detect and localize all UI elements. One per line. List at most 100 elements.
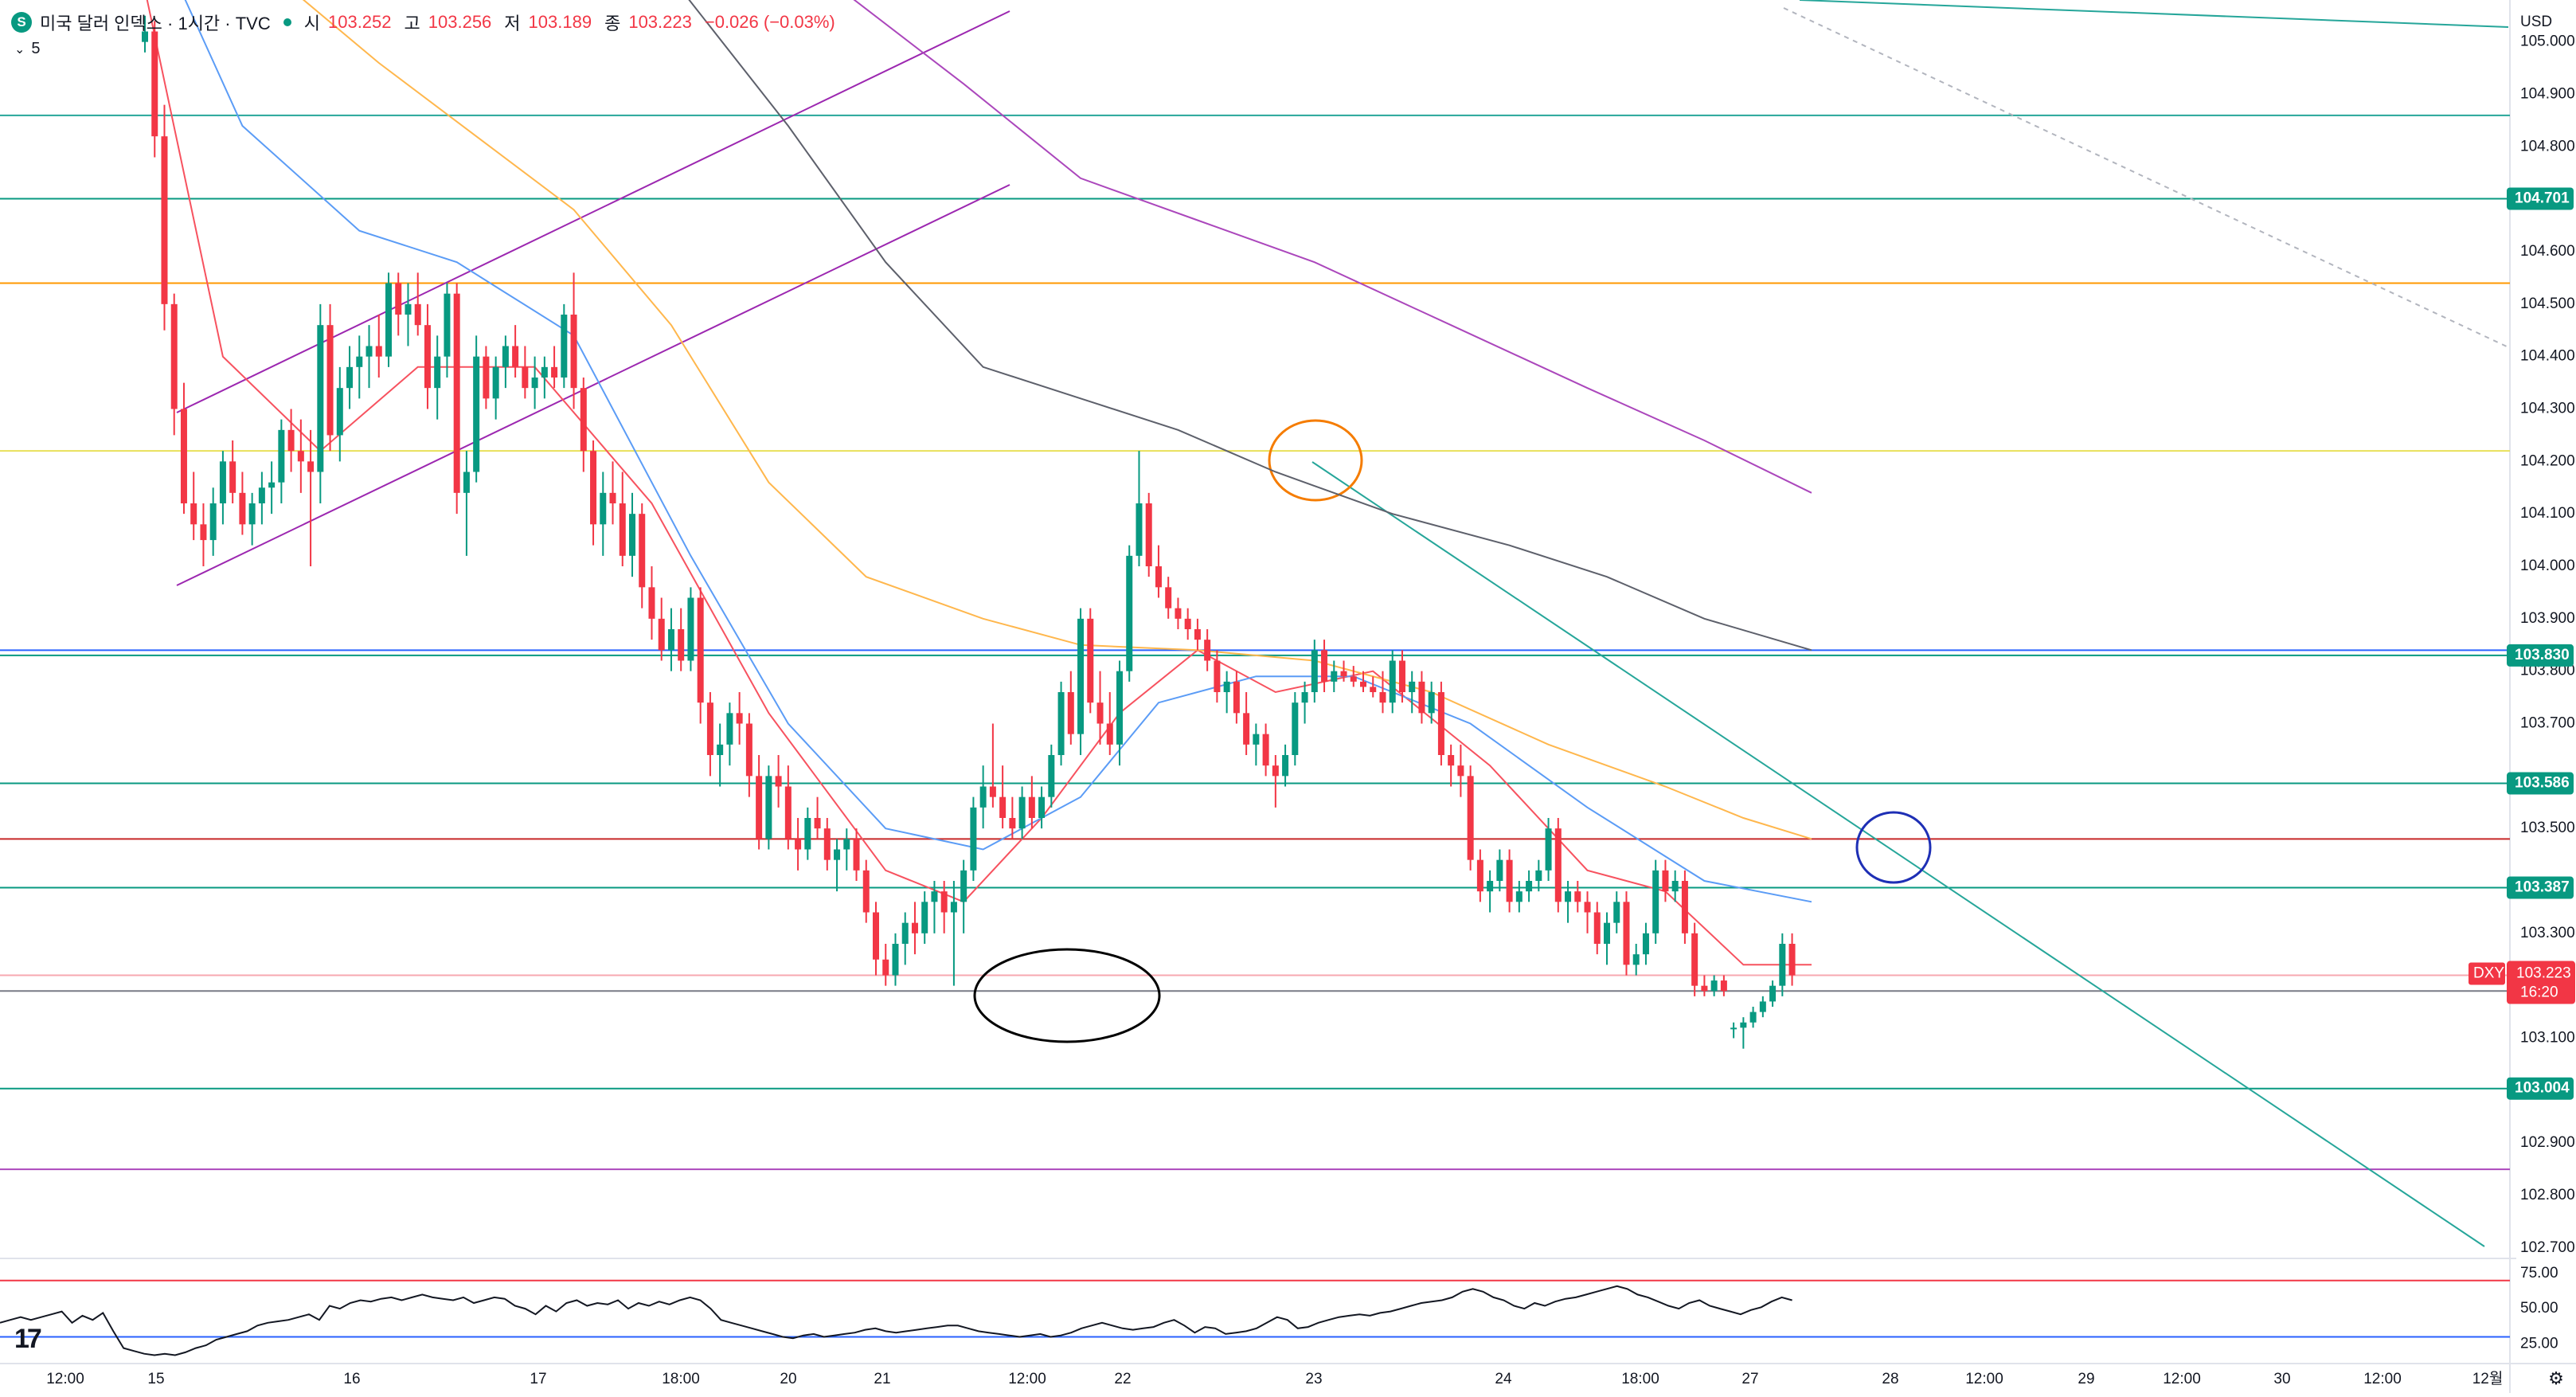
candle <box>453 293 460 493</box>
price-tick-label: 102.900 <box>2520 1134 2575 1151</box>
candle <box>950 902 957 913</box>
price-tick-label: 103.100 <box>2520 1030 2575 1047</box>
price-tick-label: 104.400 <box>2520 348 2575 365</box>
candle <box>414 303 421 326</box>
candle <box>444 293 451 357</box>
candle <box>170 303 178 409</box>
candle <box>1545 828 1552 871</box>
candle <box>1691 933 1698 986</box>
time-tick-label: 12:00 <box>1008 1371 1046 1387</box>
price-tick-label: 103.700 <box>2520 715 2575 732</box>
time-tick-label: 17 <box>530 1371 546 1387</box>
candle <box>756 776 763 839</box>
last-price-label: 103.223 <box>2516 965 2571 982</box>
candle <box>960 870 967 902</box>
candle <box>843 839 850 850</box>
channel-upper-line <box>176 10 1010 413</box>
candle <box>483 356 490 399</box>
symbol-title[interactable]: 미국 달러 인덱스 · 1시간 · TVC <box>40 14 271 33</box>
close-label: 종 <box>604 14 621 33</box>
candle <box>492 366 499 399</box>
candle <box>1360 681 1366 687</box>
top-trendline <box>1799 0 2509 28</box>
candle <box>424 325 431 389</box>
candle <box>1106 723 1113 745</box>
candle <box>892 944 899 976</box>
time-tick-label: 24 <box>1495 1371 1512 1387</box>
candle <box>1701 985 1708 992</box>
rsi-line <box>0 1285 1792 1356</box>
candle <box>687 597 694 661</box>
candle <box>1331 671 1338 682</box>
candle <box>1565 891 1572 902</box>
candle <box>979 786 987 808</box>
candle <box>1136 503 1143 556</box>
level-price-label: 103.004 <box>2515 1080 2570 1097</box>
candle <box>970 807 977 871</box>
time-tick-label: 12:00 <box>46 1371 84 1387</box>
chevron-down-icon[interactable]: ⌄ <box>14 42 25 57</box>
candle <box>1604 922 1610 944</box>
time-tick-label: 12:00 <box>1965 1371 2003 1387</box>
level-price-badge <box>2507 644 2574 667</box>
candle <box>1243 713 1250 745</box>
candle <box>200 524 207 541</box>
time-tick-label: 30 <box>2273 1371 2290 1387</box>
price-tick-label: 105.000 <box>2520 33 2575 50</box>
candle <box>1487 881 1494 892</box>
level-price-label: 103.387 <box>2515 879 2570 896</box>
candle <box>873 912 879 960</box>
candle <box>297 451 304 462</box>
candle <box>1632 954 1640 965</box>
candle <box>1769 985 1777 1002</box>
gear-icon[interactable]: ⚙ <box>2548 1368 2564 1388</box>
rsi-tick-label: 50.00 <box>2520 1300 2558 1317</box>
candle <box>1515 891 1523 902</box>
candle <box>561 315 568 378</box>
candle <box>1301 692 1308 703</box>
candle <box>1126 555 1133 671</box>
time-tick-label: 18:00 <box>1621 1371 1659 1387</box>
candle <box>697 597 704 703</box>
candle <box>609 492 616 503</box>
price-tick-label: 104.100 <box>2520 505 2575 522</box>
market-status-icon <box>283 18 291 26</box>
candle <box>434 356 441 389</box>
candle <box>1535 870 1542 881</box>
currency-label: USD <box>2520 14 2552 30</box>
candle <box>1214 660 1221 692</box>
candle <box>1018 796 1026 829</box>
candle <box>765 776 772 839</box>
price-tick-label: 104.000 <box>2520 558 2575 574</box>
candle <box>921 902 928 933</box>
candle <box>1593 912 1601 944</box>
candle <box>1398 660 1405 692</box>
candle <box>1749 1012 1757 1023</box>
candle <box>745 723 752 777</box>
close-value: 103.223 <box>628 12 692 32</box>
level-price-badge <box>2507 772 2574 795</box>
candle <box>1350 676 1357 682</box>
level-price-badge <box>2507 1077 2574 1100</box>
candle <box>1194 629 1201 640</box>
candle <box>1184 618 1191 629</box>
candle <box>726 713 733 745</box>
indicator-legend[interactable]: ⌄ 5 <box>14 40 41 58</box>
candle <box>326 325 334 436</box>
symbol-legend[interactable]: S 미국 달러 인덱스 · 1시간 · TVC 시 103.252 고 103.25… <box>11 10 840 35</box>
candle <box>1096 702 1104 724</box>
candle <box>619 503 626 556</box>
peak-highlight-circle <box>1268 419 1363 502</box>
change-value: −0.026 (−0.03%) <box>704 12 835 32</box>
candle <box>531 378 538 389</box>
candle <box>180 409 187 503</box>
candle <box>278 429 285 483</box>
tradingview-logo[interactable]: 17 <box>14 1324 42 1354</box>
candle <box>258 487 265 503</box>
candle <box>784 786 792 839</box>
candle <box>1574 891 1581 902</box>
candle <box>1662 870 1669 892</box>
candle <box>229 461 236 493</box>
candle <box>1623 902 1630 965</box>
